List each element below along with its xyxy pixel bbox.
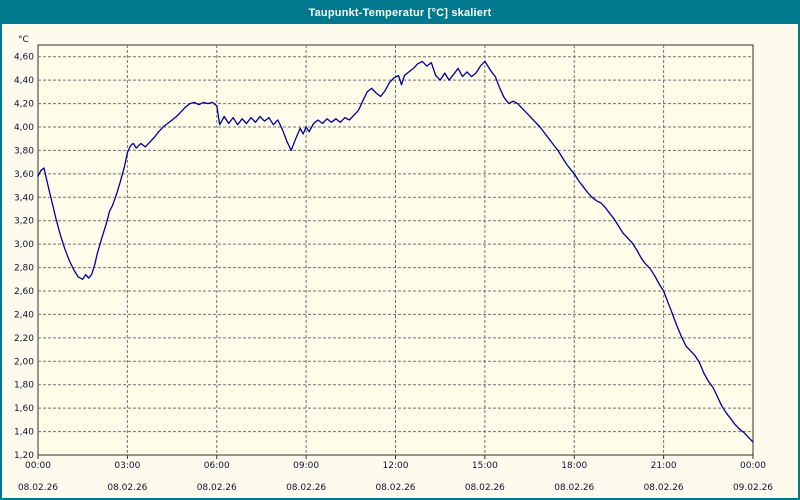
x-axis-time-label: 09:00 xyxy=(293,461,319,471)
x-axis-time-label: 12:00 xyxy=(383,461,409,471)
y-axis-tick-label: 3,80 xyxy=(14,146,34,156)
x-axis-time-label: 03:00 xyxy=(114,461,140,471)
y-axis-tick-label: 2,20 xyxy=(14,334,34,344)
x-axis-date-label: 08.02.26 xyxy=(197,483,237,493)
y-axis-unit-label: °C xyxy=(18,35,29,45)
y-axis-tick-label: 4,40 xyxy=(14,76,34,86)
x-axis-time-label: 21:00 xyxy=(651,461,677,471)
y-axis-tick-label: 4,60 xyxy=(14,53,34,63)
y-axis-tick-label: 2,60 xyxy=(14,287,34,297)
temperature-line xyxy=(37,60,754,443)
y-axis-tick-label: 1,80 xyxy=(14,381,34,391)
y-axis-tick-label: 3,00 xyxy=(14,240,34,250)
chart-title: Taupunkt-Temperatur [°C] skaliert xyxy=(308,7,492,19)
y-axis-tick-label: 4,20 xyxy=(14,100,34,110)
x-axis-date-label: 08.02.26 xyxy=(375,483,415,493)
y-axis-tick-label: 1,20 xyxy=(14,451,34,461)
x-axis-date-label: 08.02.26 xyxy=(286,483,326,493)
title-bar: Taupunkt-Temperatur [°C] skaliert xyxy=(2,2,798,24)
x-axis-time-label: 18:00 xyxy=(561,461,587,471)
x-axis-time-label: 00:00 xyxy=(740,461,766,471)
y-axis-tick-label: 3,40 xyxy=(14,193,34,203)
x-axis-time-label: 15:00 xyxy=(472,461,498,471)
x-axis-date-label: 08.02.26 xyxy=(465,483,505,493)
y-axis-tick-label: 2,80 xyxy=(14,264,34,274)
x-axis-date-label: 08.02.26 xyxy=(644,483,684,493)
y-axis-tick-label: 2,00 xyxy=(14,357,34,367)
y-axis-tick-label: 3,60 xyxy=(14,170,34,180)
x-axis-date-label: 09.02.26 xyxy=(733,483,773,493)
x-axis-date-label: 08.02.26 xyxy=(107,483,147,493)
x-axis-date-label: 08.02.26 xyxy=(554,483,594,493)
y-axis-tick-label: 3,20 xyxy=(14,217,34,227)
y-axis-tick-label: 1,40 xyxy=(14,428,34,438)
x-axis-time-label: 00:00 xyxy=(25,461,51,471)
x-axis-date-label: 08.02.26 xyxy=(18,483,58,493)
chart-svg: 1,20 1,40 1,60 1,80 2,00 2,20 2,40 2,60 2,80 3,00… xyxy=(14,35,773,493)
y-axis-tick-label: 1,60 xyxy=(14,404,34,414)
y-axis-tick-label: 2,40 xyxy=(14,310,34,320)
x-axis-time-label: 06:00 xyxy=(204,461,230,471)
y-axis-tick-label: 4,00 xyxy=(14,123,34,133)
